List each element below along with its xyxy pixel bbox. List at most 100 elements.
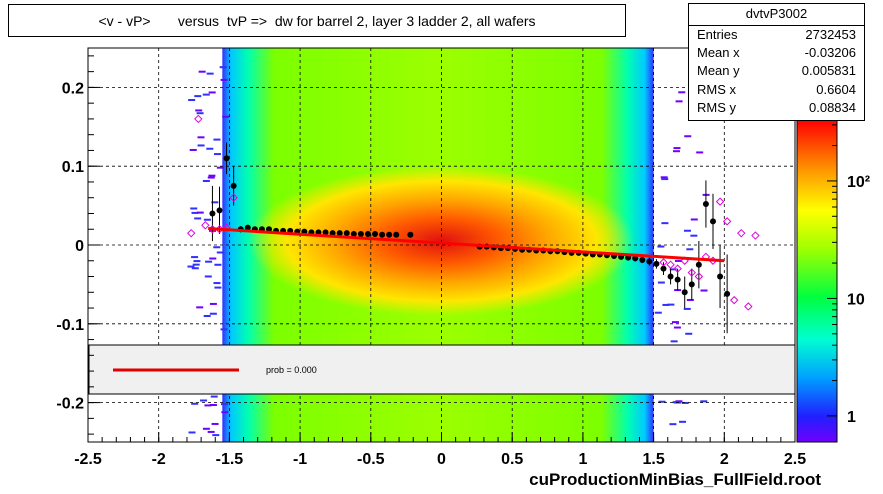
x-tick-label: 2.5 xyxy=(784,451,806,468)
outlier-bin xyxy=(213,153,221,156)
outlier-bin xyxy=(197,144,205,147)
profile-point xyxy=(216,207,223,214)
profile-point xyxy=(230,182,237,189)
palette-ticks: 1 10 10² xyxy=(827,124,870,426)
outlier-bin xyxy=(192,263,200,266)
open-marker xyxy=(715,197,725,206)
profile-point xyxy=(674,276,681,283)
outlier-bin xyxy=(686,298,694,301)
profile-point xyxy=(322,229,329,236)
chart-title: <v - vP> versus tvP => dw for barrel 2, … xyxy=(98,13,536,29)
outlier-bin xyxy=(690,218,698,221)
outlier-bin xyxy=(208,174,216,177)
outlier-bin xyxy=(684,135,692,138)
outlier-bin xyxy=(673,147,681,150)
outlier-bin xyxy=(671,321,679,324)
x-tick-label: 1 xyxy=(578,451,587,468)
outlier-bin xyxy=(654,311,662,314)
outlier-bin xyxy=(211,201,219,204)
open-marker xyxy=(722,217,732,226)
outlier-bin xyxy=(673,326,681,329)
outlier-bin xyxy=(206,72,214,75)
outlier-bin xyxy=(205,260,213,263)
profile-point xyxy=(695,261,702,268)
outlier-bin xyxy=(679,420,687,423)
stats-row: RMS x 0.6604 xyxy=(697,82,856,100)
outlier-bin xyxy=(204,275,212,278)
stats-label: RMS y xyxy=(697,100,736,115)
x-tick-label: 2 xyxy=(720,451,729,468)
outlier-bin xyxy=(209,403,217,406)
outlier-bin xyxy=(209,312,217,315)
profile-point xyxy=(660,265,667,272)
outlier-bin xyxy=(188,431,196,434)
outlier-bin xyxy=(212,434,220,437)
outlier-bin xyxy=(219,66,227,69)
outlier-bin xyxy=(191,267,199,270)
profile-point xyxy=(717,273,724,280)
outlier-bin xyxy=(661,222,669,225)
x-tick-label: 0 xyxy=(437,451,446,468)
profile-point xyxy=(343,230,350,237)
outlier-bin xyxy=(657,281,665,284)
open-marker xyxy=(194,114,203,124)
outlier-bin xyxy=(667,303,675,306)
outlier-bin xyxy=(189,148,197,151)
outlier-bin xyxy=(669,268,677,271)
outlier-bin xyxy=(672,401,680,404)
outlier-bin xyxy=(198,70,206,73)
stats-label: Mean x xyxy=(697,45,740,60)
stats-value: 0.08834 xyxy=(809,100,856,115)
outlier-bin xyxy=(197,136,205,139)
outlier-bin xyxy=(207,176,215,179)
outlier-bin xyxy=(206,147,214,150)
outlier-bin xyxy=(221,403,229,406)
outlier-bin xyxy=(211,422,219,425)
y-tick-label: -0.1 xyxy=(56,317,84,334)
open-marker xyxy=(229,193,238,202)
outlier-bin xyxy=(194,95,202,98)
outlier-bin xyxy=(190,207,198,210)
profile-point xyxy=(350,230,357,237)
y-tick-label: 0 xyxy=(75,238,84,255)
open-marker xyxy=(666,260,675,269)
x-tick-label: -0.5 xyxy=(357,451,385,468)
x-tick-label: -1 xyxy=(293,451,307,468)
outlier-bin xyxy=(195,109,203,112)
outlier-bin xyxy=(222,115,230,118)
outlier-bin xyxy=(207,430,215,433)
x-tick-label: 0.5 xyxy=(501,451,523,468)
outlier-bin xyxy=(213,246,221,249)
profile-point xyxy=(379,231,386,238)
profile-point xyxy=(372,230,379,237)
outlier-bin xyxy=(221,411,229,414)
outlier-bin xyxy=(678,91,686,94)
x-tick-label: -1.5 xyxy=(216,451,244,468)
outlier-bin xyxy=(216,251,224,254)
open-marker xyxy=(222,223,231,232)
color-palette: 1 10 10² xyxy=(796,119,870,443)
outlier-bin xyxy=(194,217,202,220)
stats-value: 0.6604 xyxy=(816,82,856,97)
profile-point xyxy=(407,231,414,238)
stats-row: RMS y 0.08834 xyxy=(697,100,856,118)
outlier-bin xyxy=(202,179,210,182)
y-tick-label: -0.2 xyxy=(56,396,84,413)
stats-row: Mean x -0.03206 xyxy=(697,45,856,63)
outlier-bin xyxy=(681,401,689,404)
outlier-bin xyxy=(214,286,222,289)
open-marker xyxy=(687,268,696,277)
outlier-bin xyxy=(669,423,677,426)
outlier-bin xyxy=(220,328,228,331)
profile-point xyxy=(709,218,716,225)
outlier-bin xyxy=(674,259,682,262)
profile-point xyxy=(724,290,731,297)
palette-tick-label: 10 xyxy=(847,291,865,308)
outlier-bin xyxy=(696,151,704,154)
profile-point xyxy=(632,255,639,262)
outlier-bin xyxy=(209,302,217,305)
outlier-bin xyxy=(672,150,680,153)
profile-point xyxy=(364,230,371,237)
outlier-bin xyxy=(675,100,683,103)
profile-point xyxy=(688,281,695,288)
